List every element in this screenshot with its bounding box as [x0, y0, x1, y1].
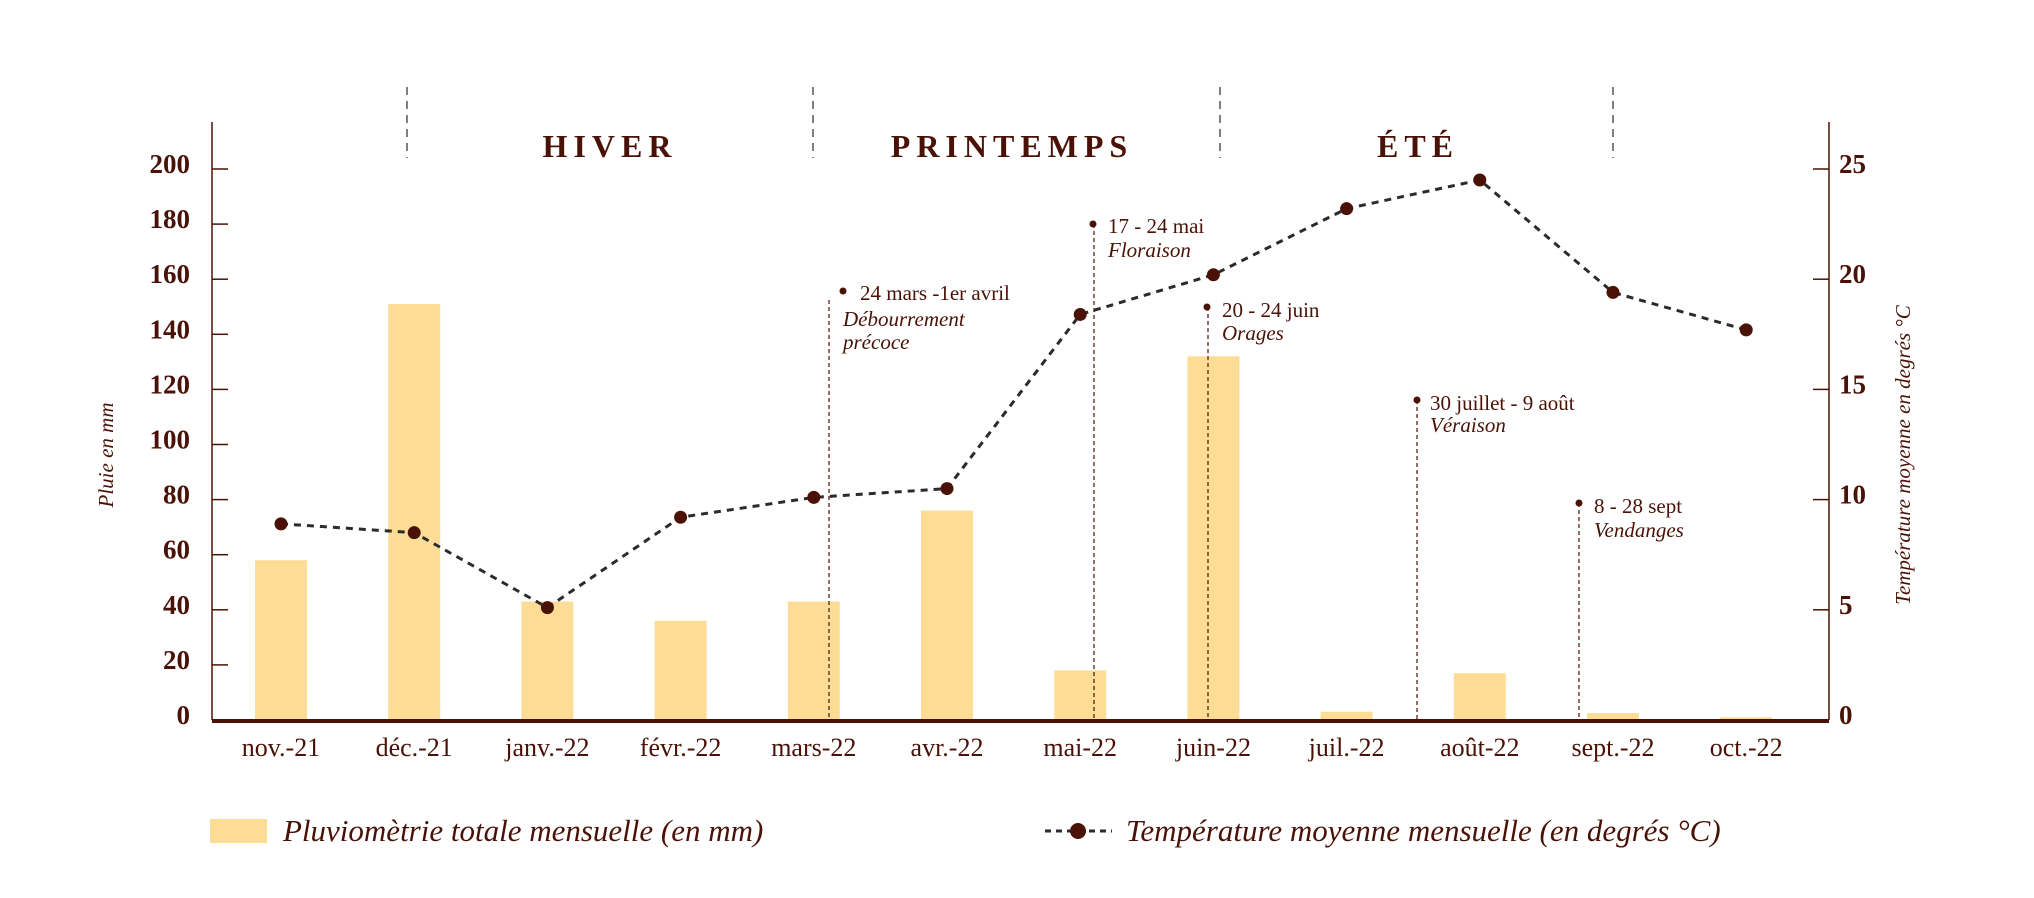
y-left-tick-label: 100 [150, 425, 191, 455]
season-hiver: HIVER [543, 128, 678, 164]
rain-bar-8 [1320, 711, 1373, 720]
temperature-point-4 [807, 490, 821, 504]
x-tick-label: déc.-21 [376, 733, 453, 762]
temperature-point-11 [1739, 323, 1753, 337]
y-right-tick-label: 10 [1839, 480, 1866, 510]
annotation-event-floraison: Floraison [1107, 238, 1191, 262]
month-labels: nov.-21 déc.-21 janv.-22 févr.-22 mars-22 avr… [242, 733, 1783, 762]
rain-bars [255, 303, 1773, 720]
rain-bar-3 [654, 620, 707, 720]
temperature-polyline [280, 178, 1747, 610]
y-left-label: Pluie en mm [94, 403, 118, 509]
temperature-point-3 [674, 510, 688, 524]
rain-bar-7 [1187, 356, 1240, 720]
temperature-point-10 [1606, 285, 1620, 299]
annotation-date-vendanges: 8 - 28 sept [1594, 494, 1682, 518]
y-left-tick-label: 140 [150, 314, 191, 344]
annotation-event-veraison: Véraison [1430, 413, 1506, 437]
rain-bar-10 [1587, 713, 1639, 720]
x-tick-label: janv.-22 [504, 733, 589, 762]
annotation-date-veraison: 30 juillet - 9 août [1430, 391, 1575, 415]
y-left-tick-label: 180 [150, 204, 191, 234]
temperature-point-6 [1073, 307, 1087, 321]
annotation-date-orages: 20 - 24 juin [1222, 298, 1320, 322]
y-left-tick-label: 60 [163, 535, 190, 565]
temperature-point-7 [1206, 268, 1220, 282]
y-left-tick-label: 160 [150, 259, 191, 289]
rain-bar-5 [921, 510, 973, 720]
annotation-dot-0 [839, 287, 847, 295]
x-tick-label: avr.-22 [911, 733, 984, 762]
season-printemps: PRINTEMPS [891, 128, 1133, 164]
y-left-tick-label: 0 [177, 700, 191, 730]
annotation-date-floraison: 17 - 24 mai [1108, 214, 1204, 238]
annotation-event-vendanges: Vendanges [1594, 518, 1684, 542]
y-right-tick-label: 5 [1839, 590, 1853, 620]
y-left-tick-label: 200 [150, 149, 191, 179]
x-tick-label: sept.-22 [1571, 733, 1654, 762]
temperature-line [274, 173, 1753, 615]
y-right-tick-label: 20 [1839, 259, 1866, 289]
tick-labels: 0 20 40 60 80 100 120 140 160 180 200 0 5 10 15 20 25 [150, 149, 1867, 730]
x-tick-label: août-22 [1440, 733, 1519, 762]
season-ete: ÉTÉ [1377, 128, 1459, 164]
temperature-point-1 [407, 526, 421, 540]
temperature-point-9 [1473, 173, 1487, 187]
rain-bar-0 [255, 560, 307, 720]
rain-bar-4 [787, 601, 840, 720]
annotation-dot-2 [1203, 303, 1211, 311]
legend-bar-swatch [210, 819, 267, 843]
annotations: 24 mars -1er avril Débourrement précoce … [841, 214, 1684, 542]
rain-bar-9 [1453, 673, 1506, 720]
annotation-dot-4 [1575, 499, 1583, 507]
annotation-date-debourrement: 24 mars -1er avril [860, 281, 1010, 305]
y-left-tick-label: 80 [163, 480, 190, 510]
legend-marker-swatch [1070, 823, 1086, 839]
legend-temp-label: Température moyenne mensuelle (en degrés… [1126, 813, 1721, 848]
legend: Pluviomètrie totale mensuelle (en mm) Te… [210, 813, 1721, 848]
annotation-event2-debourrement: précoce [841, 330, 909, 354]
rain-bar-6 [1054, 670, 1107, 720]
legend-rain-label: Pluviomètrie totale mensuelle (en mm) [282, 813, 763, 848]
x-tick-label: mai-22 [1043, 733, 1117, 762]
y-right-tick-label: 25 [1839, 149, 1866, 179]
axes [211, 87, 1830, 723]
annotation-dot-3 [1413, 396, 1421, 404]
annotation-dot-1 [1089, 220, 1097, 228]
x-tick-label: mars-22 [771, 733, 856, 762]
x-tick-label: oct.-22 [1710, 733, 1783, 762]
rain-bar-2 [521, 601, 574, 720]
y-right-tick-label: 0 [1839, 700, 1853, 730]
x-tick-label: févr.-22 [640, 733, 722, 762]
rain-bar-11 [1720, 717, 1773, 720]
annotation-event-debourrement: Débourrement [842, 307, 966, 331]
season-labels: HIVER PRINTEMPS ÉTÉ [543, 128, 1459, 164]
x-tick-label: juil.-22 [1308, 733, 1385, 762]
x-tick-label: juin-22 [1175, 733, 1251, 762]
y-left-tick-label: 40 [163, 590, 190, 620]
rain-bar-1 [388, 303, 441, 720]
y-right-label: Température moyenne en degrés °C [1891, 304, 1915, 605]
temperature-point-8 [1340, 202, 1354, 216]
temperature-point-0 [274, 517, 288, 531]
x-tick-label: nov.-21 [242, 733, 320, 762]
y-left-tick-label: 120 [150, 369, 191, 399]
temperature-point-2 [540, 601, 554, 615]
temperature-point-5 [940, 482, 954, 496]
y-left-tick-label: 20 [163, 645, 190, 675]
annotation-event-orages: Orages [1222, 321, 1284, 345]
y-right-tick-label: 15 [1839, 369, 1866, 399]
